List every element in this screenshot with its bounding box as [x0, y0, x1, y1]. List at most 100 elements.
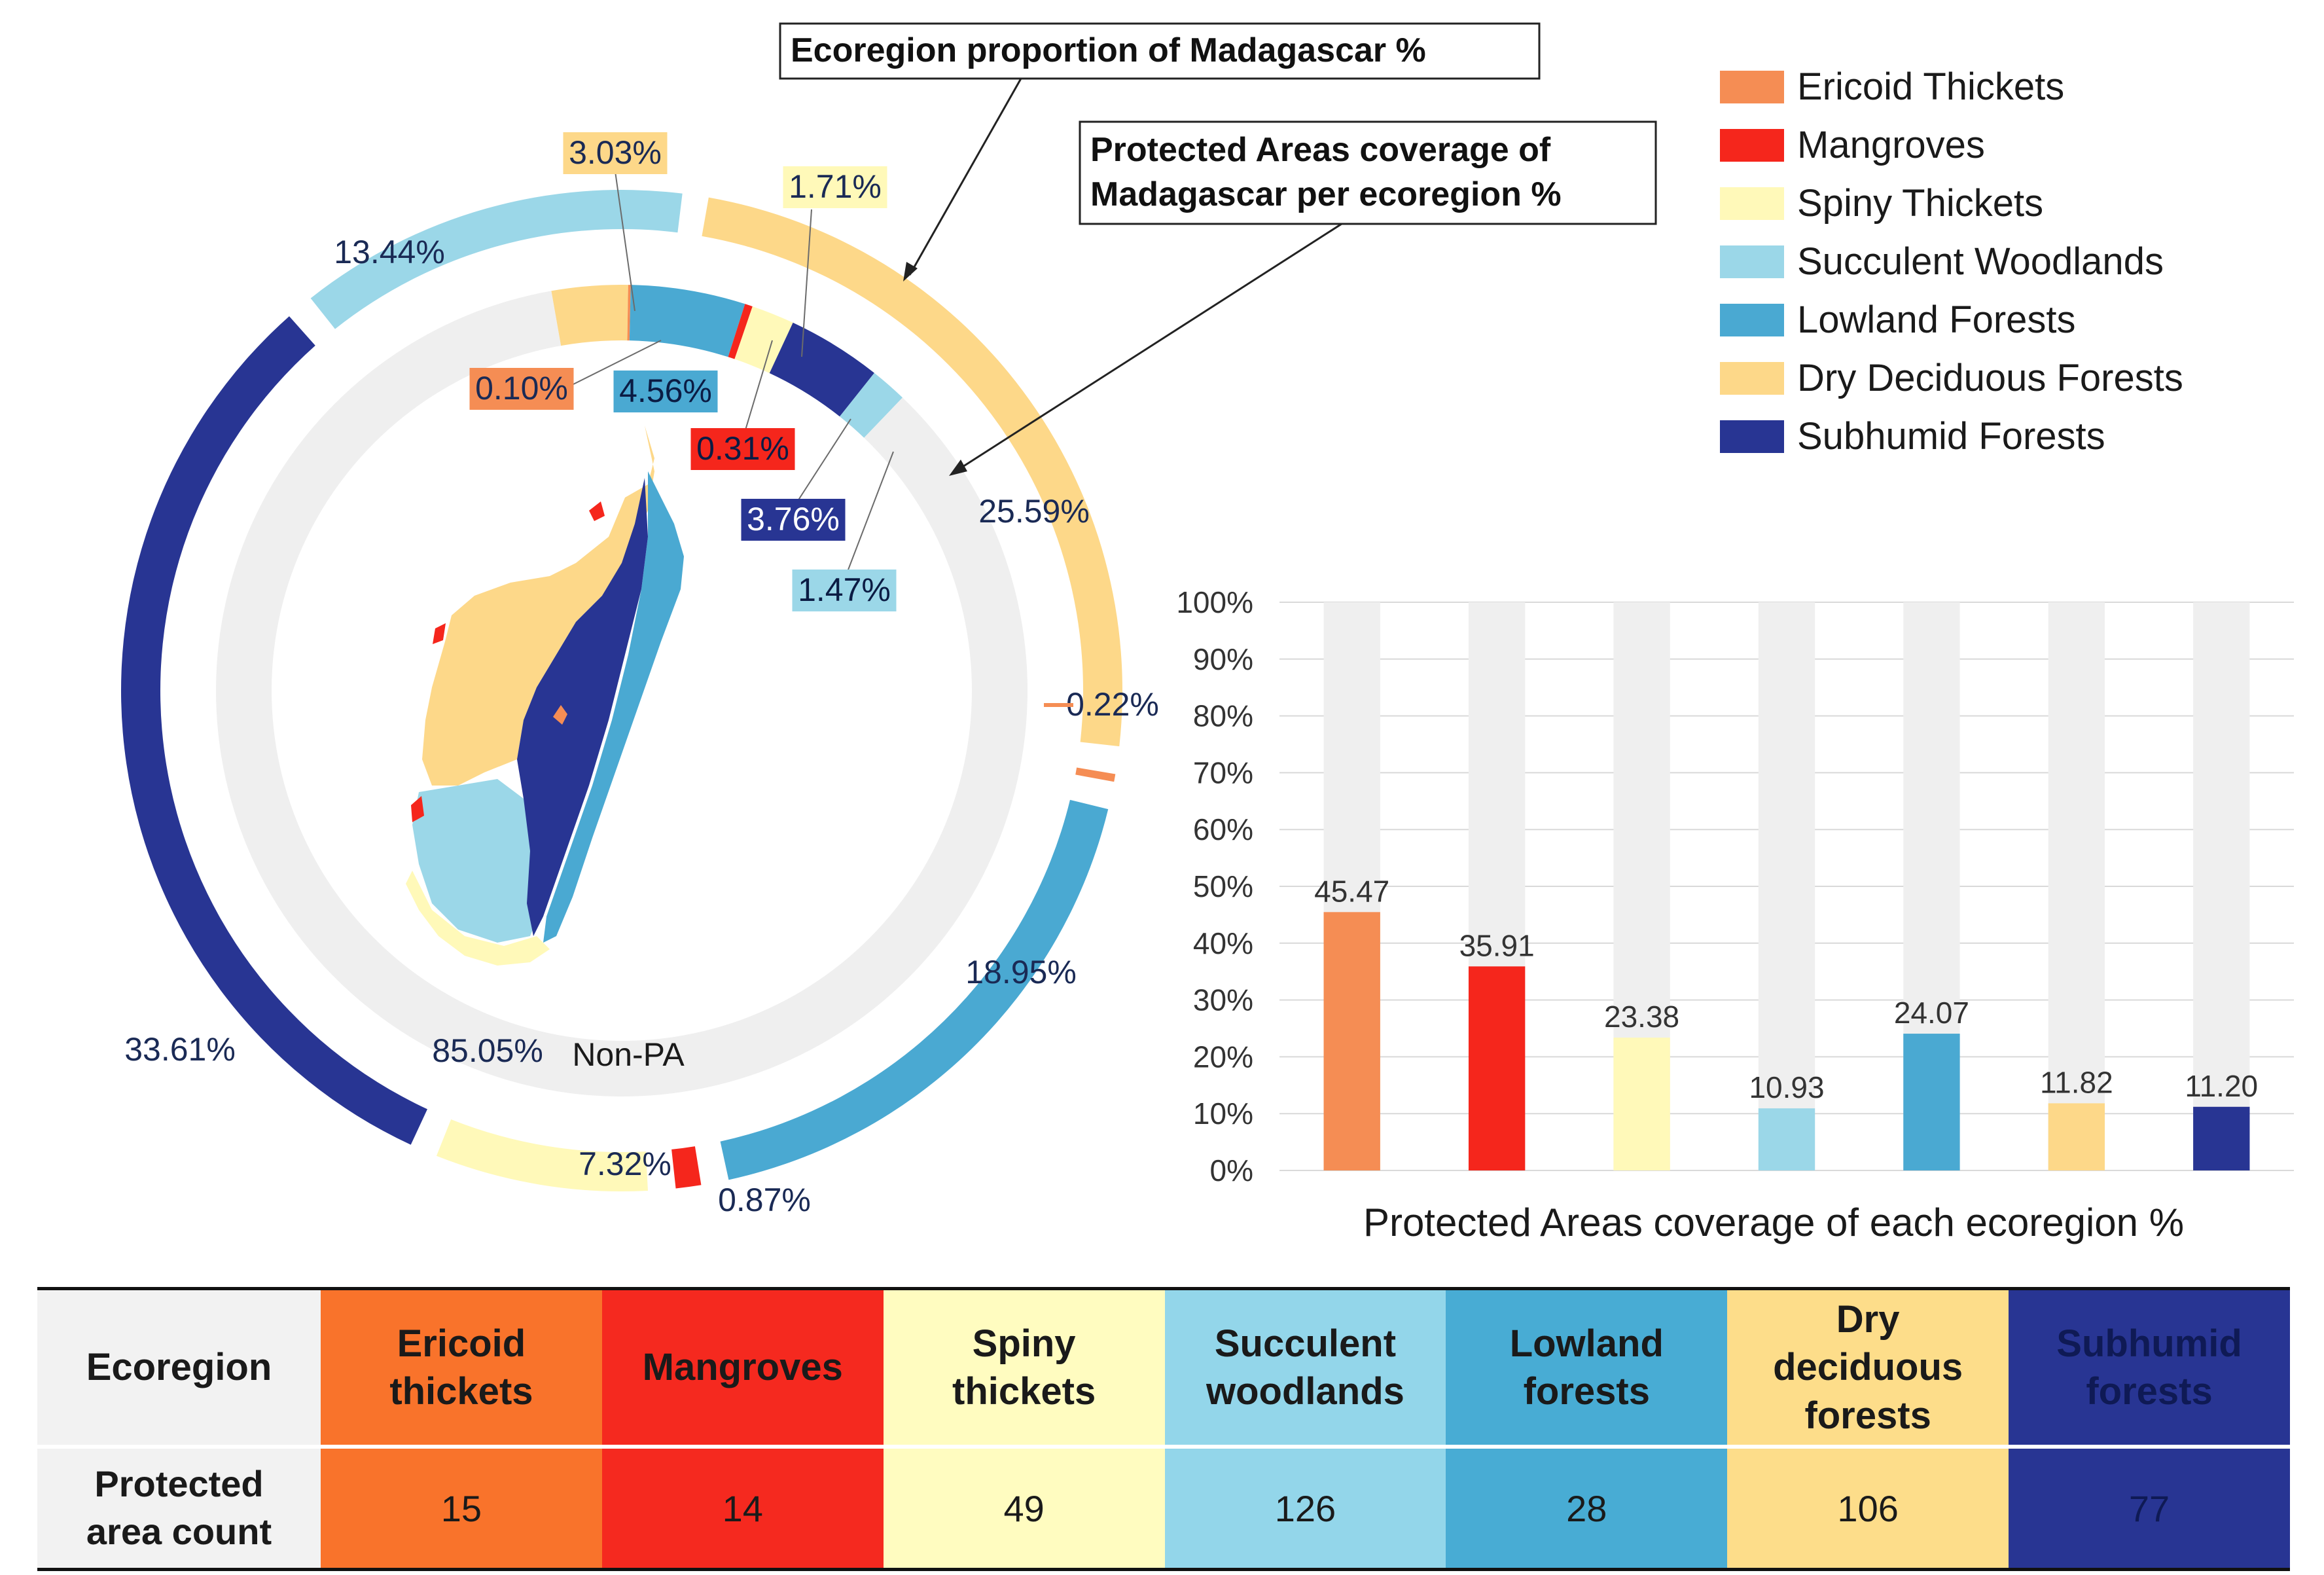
bar-ytick-label: 100%	[1176, 585, 1253, 619]
legend-swatch-ericoid-thickets	[1720, 71, 1784, 103]
leader-dry-deciduous-forests	[615, 171, 635, 312]
map-subhumid-region	[517, 478, 648, 936]
leader-spiny-thickets	[801, 209, 812, 357]
bar-value-label-dry-deciduous-forests: 11.82	[2040, 1065, 2113, 1099]
bar-dry-deciduous-forests	[2048, 1103, 2105, 1170]
bar-lowland-forests	[1903, 1034, 1960, 1170]
inner-label-succulent-woodlands: 1.47%	[798, 571, 891, 608]
bar-value-label-succulent-woodlands: 10.93	[1749, 1070, 1824, 1104]
row-header-line2: area count	[86, 1511, 272, 1552]
bar-subhumid-forests	[2193, 1106, 2250, 1170]
inner-label-dry-deciduous-forests-box	[563, 132, 668, 174]
inner-label-subhumid-forests: 3.76%	[747, 501, 840, 537]
inner-label-non-pa: 85.05%	[432, 1032, 543, 1069]
map-mangrove-patch-north	[589, 501, 605, 521]
map-mangrove-patch-west	[433, 623, 446, 644]
outer-segment-mangroves	[671, 1146, 702, 1189]
table-header-line: Lowland	[1509, 1322, 1664, 1365]
outer-label-subhumid-forests: 33.61%	[124, 1031, 236, 1068]
map-ericoid-patch	[553, 705, 567, 725]
table-count-lowland-forests: 28	[1446, 1447, 1728, 1570]
callout-title-inner-line1: Protected Areas coverage of	[1090, 131, 1551, 169]
table-count-subhumid-forests: 77	[2009, 1447, 2290, 1570]
callout-box-inner	[1079, 120, 1657, 225]
outer-label-mangroves: 0.87%	[718, 1182, 811, 1218]
bar-value-label-spiny-thickets: 23.38	[1604, 1000, 1679, 1034]
bar-ytick-label: 0%	[1210, 1153, 1253, 1187]
inner-label-mangroves: 0.31%	[696, 430, 789, 467]
table-header-lowland-forests: Lowland forests	[1446, 1288, 1728, 1447]
bar-value-label-mangroves: 35.91	[1459, 928, 1535, 962]
inner-label-lowland-forests: 4.56%	[619, 372, 712, 409]
table-count-dry-deciduous-forests: 106	[1727, 1447, 2009, 1570]
table-header-line: deciduous	[1773, 1346, 1963, 1389]
outer-label-spiny-thickets: 7.32%	[579, 1146, 671, 1182]
inner-ring-pa-coverage	[215, 285, 1028, 1096]
bar-ytick-label: 60%	[1193, 812, 1253, 846]
legend-label-succulent-woodlands: Succulent Woodlands	[1797, 240, 2164, 283]
callout-title-inner-line2: Madagascar per ecoregion %	[1090, 175, 1562, 213]
bar-background-dry-deciduous-forests	[2048, 602, 2105, 1170]
inner-label-subhumid-forests-box	[741, 499, 846, 541]
madagascar-map-image	[406, 425, 684, 966]
inner-segment-lowland-forests	[629, 285, 745, 357]
inner-segment-subhumid-forests	[769, 322, 874, 417]
arrowhead-outer	[903, 262, 918, 281]
bar-ytick-label: 10%	[1193, 1096, 1253, 1131]
inner-label-lowland-forests-box	[613, 371, 718, 412]
protected-area-count-table: Ecoregion Ericoid thickets Mangroves Spiny t…	[37, 1287, 2290, 1571]
inner-label-dry-deciduous-forests: 3.03%	[569, 134, 662, 171]
table-header-succulent-woodlands: Succulent woodlands	[1164, 1288, 1446, 1447]
bar-ytick-label: 30%	[1193, 983, 1253, 1017]
bar-background-succulent-woodlands	[1758, 602, 1815, 1170]
arrowhead-inner	[949, 460, 967, 476]
bar-mangroves	[1468, 966, 1526, 1170]
leader-succulent-woodlands	[844, 451, 894, 581]
outer-segment-lowland-forests	[720, 799, 1109, 1180]
outer-label-succulent-woodlands: 13.44%	[334, 234, 445, 270]
legend-swatch-dry-deciduous-forests	[1720, 362, 1784, 395]
table-count-ericoid-thickets: 15	[321, 1447, 602, 1570]
inner-segment-succulent-woodlands	[840, 372, 903, 438]
bar-value-label-lowland-forests: 24.07	[1894, 996, 1969, 1030]
table-header-line: Subhumid	[2056, 1322, 2242, 1365]
outer-segment-ericoid-thickets	[1075, 767, 1116, 782]
inner-label-ericoid-thickets: 0.10%	[475, 370, 568, 407]
table-header-line: thickets	[952, 1370, 1096, 1413]
table-header-spiny-thickets: Spiny thickets	[883, 1288, 1165, 1447]
bar-ytick-label: 20%	[1193, 1040, 1253, 1074]
table-header-row: Ecoregion Ericoid thickets Mangroves Spiny t…	[37, 1288, 2290, 1447]
legend-label-mangroves: Mangroves	[1797, 124, 1985, 166]
bar-chart: 0% 10% 20% 30% 40% 50% 60% 70% 80% 90% 100% 45.47 35…	[1176, 585, 2294, 1187]
bar-ytick-label: 90%	[1193, 642, 1253, 676]
legend-swatch-spiny-thickets	[1720, 187, 1784, 220]
inner-label-mangroves-box	[690, 428, 795, 470]
table-header-ericoid-thickets: Ericoid thickets	[321, 1288, 602, 1447]
outer-segment-succulent-woodlands	[310, 189, 683, 329]
table-header-line: thickets	[389, 1370, 533, 1413]
table-header-line: Spiny	[972, 1322, 1076, 1365]
bar-ytick-label: 50%	[1193, 869, 1253, 903]
bar-chart-xlabel: Protected Areas coverage of each ecoregi…	[1363, 1201, 2184, 1244]
legend-swatch-mangroves	[1720, 129, 1784, 162]
outer-label-lowland-forests: 18.95%	[965, 954, 1077, 990]
map-succulent-region	[412, 779, 543, 943]
inner-segment-spiny-thickets	[734, 306, 793, 373]
table-count-mangroves: 14	[601, 1447, 884, 1570]
outer-label-dry-deciduous-forests: 25.59%	[978, 493, 1090, 530]
map-lowland-region	[543, 471, 684, 943]
legend: Ericoid Thickets Mangroves Spiny Thickets S…	[1720, 65, 2183, 458]
inner-label-non-pa-name: Non-PA	[572, 1036, 685, 1073]
table-count-spiny-thickets: 49	[883, 1447, 1165, 1570]
legend-label-spiny-thickets: Spiny Thickets	[1797, 182, 2043, 225]
bar-background-subhumid-forests	[2193, 602, 2250, 1170]
table-header-line: Succulent	[1214, 1322, 1397, 1365]
leader-ericoid-thickets	[569, 340, 662, 387]
table-header-line: forests	[2086, 1370, 2213, 1413]
inner-label-spiny-thickets-box	[783, 166, 887, 208]
inner-label-ericoid-thickets-box	[469, 368, 574, 410]
legend-swatch-lowland-forests	[1720, 304, 1784, 336]
table-header-mangroves: Mangroves	[601, 1288, 884, 1447]
table-count-succulent-woodlands: 126	[1164, 1447, 1446, 1570]
table-header-line: forests	[1523, 1370, 1650, 1413]
